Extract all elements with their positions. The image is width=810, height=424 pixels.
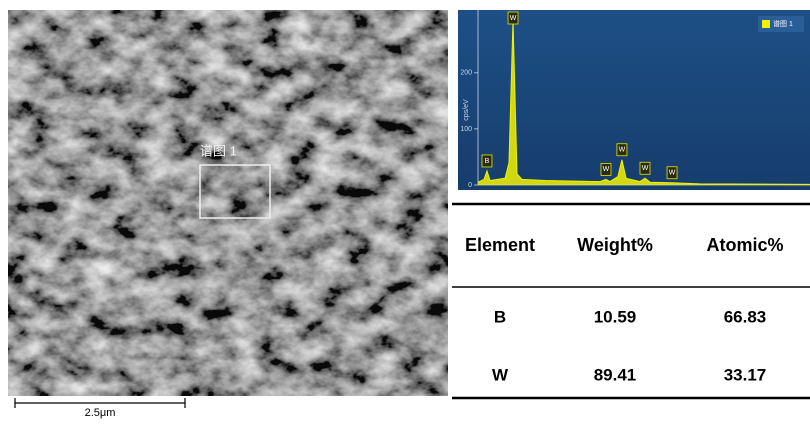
y-tick-label: 0	[468, 182, 472, 189]
table-cell: 33.17	[724, 365, 767, 384]
peak-label: W	[642, 165, 649, 172]
y-tick-label: 200	[460, 70, 472, 77]
peak-label: W	[669, 170, 676, 177]
table-cell: B	[494, 307, 506, 326]
peak-label: B	[485, 158, 490, 165]
y-tick-label: 100	[460, 126, 472, 133]
figure: 谱图 1 2.5μm cps/eV 0 100 200 谱图 1 B W W W W W Elem…	[0, 0, 810, 419]
table: Element Weight% Atomic% B 10.59 66.83 W 89.41 33…	[452, 204, 810, 398]
table-header: Atomic%	[706, 235, 783, 255]
peak-label: W	[510, 15, 517, 22]
peak-label: W	[603, 166, 610, 173]
table-cell: 66.83	[724, 307, 767, 326]
legend-label: 谱图 1	[773, 19, 793, 28]
peak-label: W	[619, 147, 626, 154]
scale-label: 2.5μm	[85, 407, 116, 419]
table-cell: 10.59	[594, 307, 637, 326]
table-cell: 89.41	[594, 365, 637, 384]
table-cell: W	[492, 365, 509, 384]
table-header: Element	[465, 235, 535, 255]
scale-bar: 2.5μm	[15, 398, 185, 419]
legend-swatch	[762, 20, 770, 28]
table-header: Weight%	[577, 235, 653, 255]
sem-image: 谱图 1	[8, 10, 448, 396]
y-axis-label: cps/eV	[463, 99, 470, 121]
region-label: 谱图 1	[200, 143, 237, 158]
